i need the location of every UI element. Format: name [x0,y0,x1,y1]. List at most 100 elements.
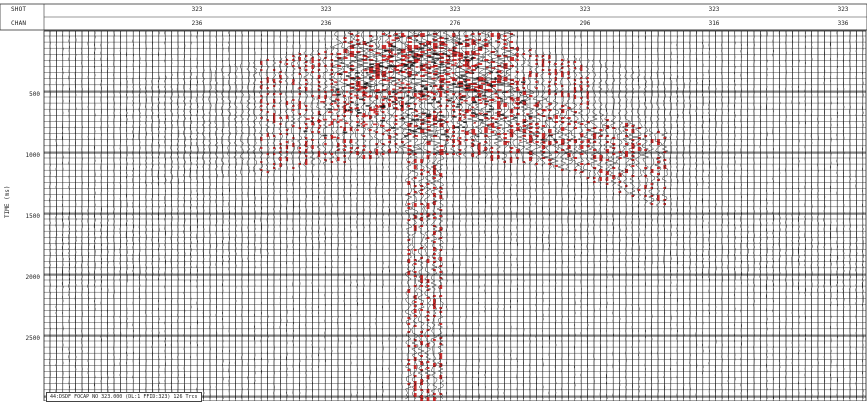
energy-blob [375,75,379,78]
trace-fill [439,259,443,261]
trace-fill [305,151,308,153]
trace-fill [426,285,430,287]
trace-fill [445,121,449,123]
trace-fill [266,171,269,173]
seismic-trace [252,31,257,400]
energy-blob [334,102,337,104]
trace-fill [452,35,456,37]
trace-fill [516,97,520,99]
trace-fill [433,249,436,251]
energy-blob [357,124,361,127]
trace-fill [356,89,361,91]
trace-fill [567,117,571,119]
energy-blob [548,134,553,137]
energy-blob [421,85,425,87]
energy-blob [537,113,540,115]
trace-fill [580,163,584,165]
trace-fill [388,151,391,153]
trace-fill [631,139,635,141]
trace-fill [465,53,470,55]
energy-blob [439,53,444,56]
trace-fill [535,63,538,65]
energy-blob [342,131,348,134]
trace-fill [586,101,589,103]
energy-blob [392,88,396,91]
trace-fill [465,43,470,45]
trace-fill [413,357,417,359]
energy-blob [487,88,492,91]
trace-fill [388,137,391,139]
trace-fill [311,117,314,119]
trace-fill [420,399,423,401]
trace-fill [420,395,423,397]
energy-blob [370,78,375,81]
trace-fill [426,143,431,145]
trace-fill [477,145,481,147]
trace-fill [433,33,438,35]
trace-fill [567,123,571,125]
trace-fill [561,127,565,129]
energy-blob [506,141,510,143]
trace-fill [413,375,417,377]
trace-fill [503,105,507,107]
trace-fill [567,65,570,67]
trace-fill [413,395,417,397]
trace-fill [509,47,514,49]
trace-fill [298,107,301,109]
energy-blob [445,72,449,75]
trace-fill [285,63,289,65]
trace-fill [497,79,502,81]
energy-blob [373,108,379,110]
trace-fill [593,149,597,151]
trace-fill [580,67,583,69]
trace-fill [439,363,443,365]
energy-blob [356,103,359,106]
energy-blob [469,114,475,117]
trace-fill [605,179,609,181]
energy-blob [425,115,431,117]
trace-fill [612,175,616,177]
seismic-trace [297,30,302,400]
trace-fill [605,125,609,127]
energy-blob [398,87,404,89]
trace-fill [465,79,471,81]
trace-fill [401,33,405,35]
seismic-trace [695,30,698,399]
trace-fill [477,153,481,155]
trace-fill [420,219,424,221]
trace-fill [433,217,436,219]
energy-blob [406,83,411,86]
trace-fill [292,55,295,57]
trace-fill [529,141,533,143]
trace-fill [573,169,577,171]
trace-fill [426,55,432,57]
trace-fill [561,129,565,131]
trace-fill [586,141,590,143]
energy-blob [414,74,418,76]
energy-blob [357,112,362,114]
trace-fill [433,295,436,297]
energy-blob [344,122,349,124]
trace-fill [407,323,411,325]
trace-fill [343,139,346,141]
energy-blob [404,135,409,137]
trace-fill [381,47,387,49]
seismic-trace [208,31,212,399]
energy-blob [405,57,410,59]
trace-fill [413,103,417,105]
trace-fill [593,177,596,179]
time-tick-label: 2500 [25,335,40,342]
trace-fill [273,85,276,87]
trace-fill [484,141,487,143]
trace-fill [292,83,295,85]
energy-blob [355,72,360,74]
trace-fill [561,149,565,151]
energy-blob [403,65,408,67]
trace-fill [599,169,603,171]
energy-blob [413,90,418,92]
seismic-trace [55,30,58,400]
trace-fill [567,155,571,157]
trace-fill [509,151,513,153]
energy-blob [392,95,396,98]
trace-fill [439,85,444,87]
